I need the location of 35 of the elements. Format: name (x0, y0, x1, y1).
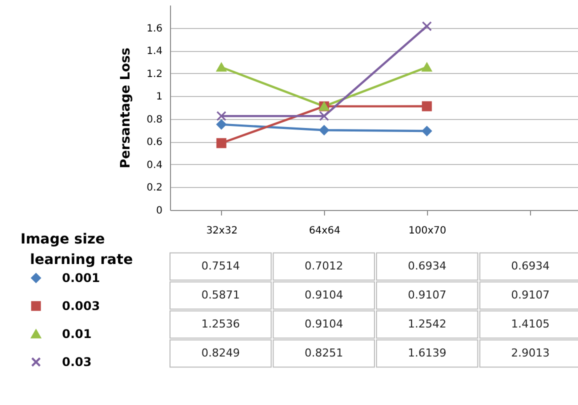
data-label: 0.9104 (304, 288, 344, 302)
data-label: 0.7012 (304, 260, 344, 272)
data-label: 0.8251 (304, 346, 344, 360)
legend-label: 0.001 (62, 271, 100, 285)
y-tick-label: 0 (156, 206, 162, 216)
data-label: 0.9104 (304, 318, 344, 330)
legend-title: learning rate (30, 252, 133, 268)
data-label: 1.6139 (408, 346, 446, 360)
legend-label: 0.01 (62, 327, 92, 341)
legend-label: 0.003 (62, 299, 100, 313)
data-label: 1.2536 (201, 318, 240, 330)
text: 0.9107 (511, 288, 550, 302)
x-tick-label: 100x70 (408, 226, 446, 236)
legend-label: 0.03 (62, 355, 92, 369)
x-tick-label: 32x32 (206, 226, 238, 236)
data-label: 0.8249 (201, 346, 240, 360)
y-tick-label: 1.2 (146, 68, 162, 80)
y-tick-label: 1.6 (146, 23, 162, 34)
data-label: 0.5871 (201, 288, 240, 302)
y-tick-label: 1.4 (146, 46, 162, 58)
y-tick-label: 0.2 (146, 182, 162, 194)
y-tick-label: 1 (156, 92, 162, 103)
data-label: 0.7514 (201, 260, 240, 272)
data-label: 1.2542 (408, 318, 446, 330)
y-axis-title: Persantage Loss (118, 47, 134, 168)
x-tick-label: 64x64 (308, 226, 340, 236)
data-label: 0.6934 (408, 260, 446, 272)
y-tick-label: 0.8 (146, 114, 162, 126)
text: 1.4105 (511, 318, 550, 330)
text: 0.6934 (511, 260, 550, 272)
y-tick-label: 0.4 (146, 160, 162, 171)
data-label: 0.9107 (408, 288, 446, 302)
y-tick-label: 0.6 (146, 137, 162, 148)
text: 2.9013 (511, 346, 550, 360)
x-axis-title: Image size (20, 232, 105, 248)
